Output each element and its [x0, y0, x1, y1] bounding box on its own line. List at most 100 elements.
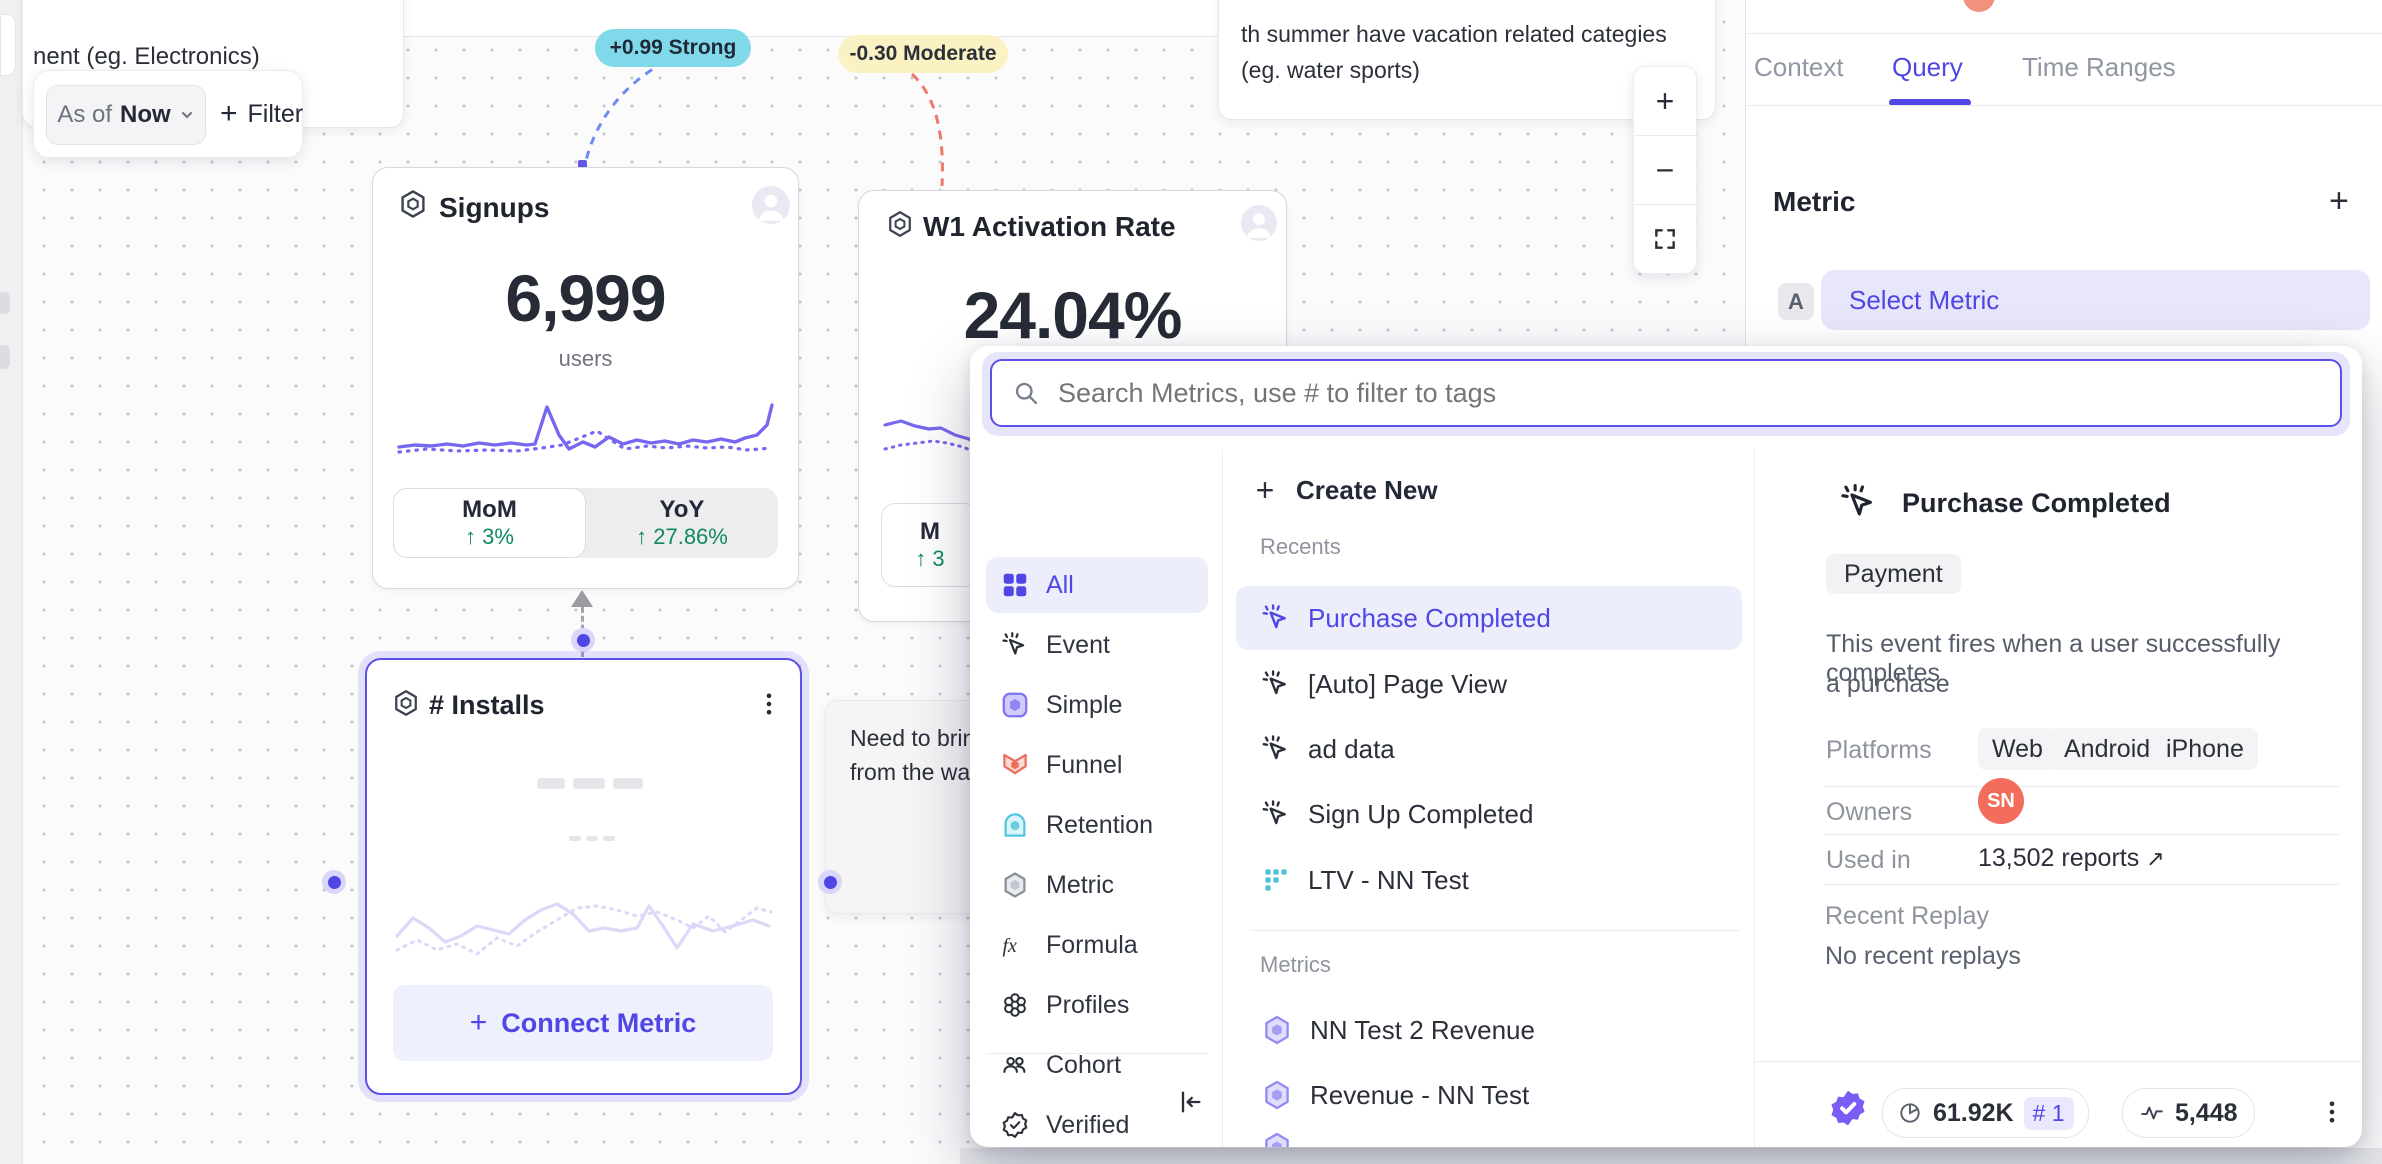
list-item-label: ad data — [1308, 733, 1395, 764]
verified-seal-icon — [1002, 1112, 1028, 1138]
search-field[interactable] — [990, 359, 2342, 427]
used-in-value: 13,502 reports — [1978, 844, 2140, 872]
platform-android: Android — [2050, 728, 2165, 770]
category-profiles[interactable]: Profiles — [986, 977, 1208, 1033]
placeholder-bar — [573, 778, 605, 789]
mom-label: M — [920, 518, 940, 545]
note-line-2: from the wa — [850, 759, 971, 785]
zoom-in-button[interactable]: + — [1634, 67, 1696, 136]
offscreen-panel-sliver — [0, 14, 16, 76]
category-label: Event — [1046, 630, 1110, 659]
list-item-label: NN Test 2 Revenue — [1310, 1014, 1535, 1045]
category-all[interactable]: All — [986, 557, 1208, 613]
external-link-icon: ↗ — [2146, 846, 2165, 871]
connector-anchor[interactable] — [578, 160, 587, 169]
list-item-nn-test-2-revenue[interactable]: NN Test 2 Revenue — [1236, 998, 1742, 1062]
sticky-note-summer[interactable]: th summer have vacation related categies… — [1218, 0, 1716, 120]
sticky-note-need[interactable]: Need to brin from the wa — [825, 700, 987, 914]
event-cursor-icon — [1262, 735, 1286, 760]
list-item-sign-up-completed[interactable]: Sign Up Completed — [1236, 782, 1742, 846]
purple-hexagon-icon — [1265, 1132, 1289, 1147]
mom-segment[interactable]: MoM ↑ 3% — [393, 488, 586, 558]
metric-card-installs[interactable]: # Installs + Connect Metric — [365, 658, 802, 1095]
list-item-ad-data[interactable]: ad data — [1236, 717, 1742, 781]
list-item-revenue-nn-test[interactable]: Revenue - NN Test — [1236, 1063, 1742, 1127]
category-metric[interactable]: Metric — [986, 857, 1208, 913]
tag-payment[interactable]: Payment — [1826, 554, 1961, 594]
category-retention[interactable]: Retention — [986, 797, 1208, 853]
avatar — [1963, 0, 1995, 12]
tab-context[interactable]: Context — [1754, 52, 1844, 83]
metrics-heading: Metrics — [1260, 952, 1331, 978]
owner-initials: SN — [1987, 789, 2015, 812]
filter-button[interactable]: + Filter — [220, 85, 303, 143]
metric-value: 24.04% — [963, 278, 1183, 352]
select-metric-field[interactable]: Select Metric — [1821, 270, 2370, 330]
metric-picker-modal: All Event Simple Funnel Retention Metric — [970, 346, 2362, 1147]
minus-icon: − — [1655, 151, 1675, 188]
correlation-badge-moderate[interactable]: -0.30 Moderate — [838, 35, 1008, 73]
zoom-out-button[interactable]: − — [1634, 136, 1696, 205]
connector-midpoint[interactable] — [818, 870, 842, 894]
category-formula[interactable]: fx Formula — [986, 917, 1208, 973]
section-label: Metrics — [1260, 952, 1331, 977]
events-stat-pill[interactable]: 5,448 — [2122, 1088, 2255, 1138]
metric-card-signups[interactable]: Signups 6,999 users MoM ↑ 3% YoY ↑ 27.86… — [372, 167, 799, 589]
connect-metric-button[interactable]: + Connect Metric — [393, 985, 773, 1061]
category-verified[interactable]: Verified — [986, 1097, 1208, 1147]
events-value: 5,448 — [2175, 1098, 2238, 1127]
event-cursor-icon — [1841, 483, 1872, 516]
tab-time-ranges[interactable]: Time Ranges — [2022, 52, 2176, 83]
field-label: Recent Replay — [1825, 902, 1989, 930]
offscreen-card-sliver — [0, 345, 10, 369]
category-event[interactable]: Event — [986, 617, 1208, 673]
create-new-button[interactable]: + Create New — [1250, 464, 1438, 516]
tag-label: Payment — [1844, 559, 1943, 588]
fit-view-button[interactable] — [1634, 205, 1696, 273]
purple-hexagon-icon — [1265, 1080, 1289, 1110]
category-label: All — [1046, 570, 1074, 599]
verified-badge-icon[interactable] — [1826, 1086, 1870, 1130]
category-label: Simple — [1046, 690, 1123, 719]
volume-stat-pill[interactable]: 61.92K # 1 — [1882, 1088, 2089, 1138]
collapse-sidebar-icon[interactable] — [1176, 1088, 1204, 1116]
sparkline-chart — [883, 419, 983, 455]
connect-metric-label: Connect Metric — [501, 1007, 697, 1038]
used-in-link[interactable]: 13,502 reports ↗ — [1978, 844, 2165, 873]
as-of-value: Now — [120, 101, 171, 128]
yoy-segment[interactable]: YoY ↑ 27.86% — [586, 488, 778, 558]
field-label: Platforms — [1826, 736, 1932, 764]
clause-letter-badge: A — [1778, 283, 1814, 320]
note-text: nent (eg. Electronics) — [33, 43, 260, 70]
correlation-badge-strong[interactable]: +0.99 Strong — [595, 29, 751, 67]
purple-hexagon-icon — [1265, 1015, 1289, 1045]
list-item-auto-page-view[interactable]: [Auto] Page View — [1236, 652, 1742, 716]
mom-delta: ↑ 3% — [465, 524, 514, 549]
list-item-purchase-completed[interactable]: Purchase Completed — [1236, 586, 1742, 650]
card-title: Signups — [439, 192, 550, 223]
category-cohort[interactable]: Cohort — [986, 1037, 1208, 1093]
list-item-label: [Auto] Page View — [1308, 668, 1507, 699]
mom-delta: ↑ 3 — [915, 546, 945, 571]
mom-segment[interactable]: M ↑ 3 — [881, 503, 979, 587]
category-simple[interactable]: Simple — [986, 677, 1208, 733]
used-in-label: Used in — [1826, 846, 1911, 875]
list-item-ltv-nn-test[interactable]: LTV - NN Test — [1236, 848, 1742, 912]
search-input[interactable] — [1056, 376, 2260, 410]
placeholder-dash — [603, 836, 615, 841]
pie-chart-icon — [1900, 1103, 1920, 1123]
all-grid-icon — [1003, 573, 1027, 597]
add-metric-button[interactable]: + — [2329, 182, 2349, 221]
connector-midpoint[interactable] — [571, 628, 595, 652]
select-metric-label: Select Metric — [1849, 284, 2000, 315]
kebab-menu-icon[interactable] — [2318, 1094, 2346, 1130]
owner-avatar[interactable]: SN — [1978, 778, 2024, 824]
connector-midpoint[interactable] — [322, 870, 346, 894]
platform-web: Web — [1978, 728, 2057, 770]
section-label: Recents — [1260, 534, 1341, 559]
category-funnel[interactable]: Funnel — [986, 737, 1208, 793]
tab-query[interactable]: Query — [1892, 52, 1963, 83]
kebab-menu-icon[interactable] — [755, 688, 783, 720]
plus-icon: + — [2329, 182, 2349, 220]
as-of-dropdown[interactable]: As of Now — [46, 85, 206, 145]
